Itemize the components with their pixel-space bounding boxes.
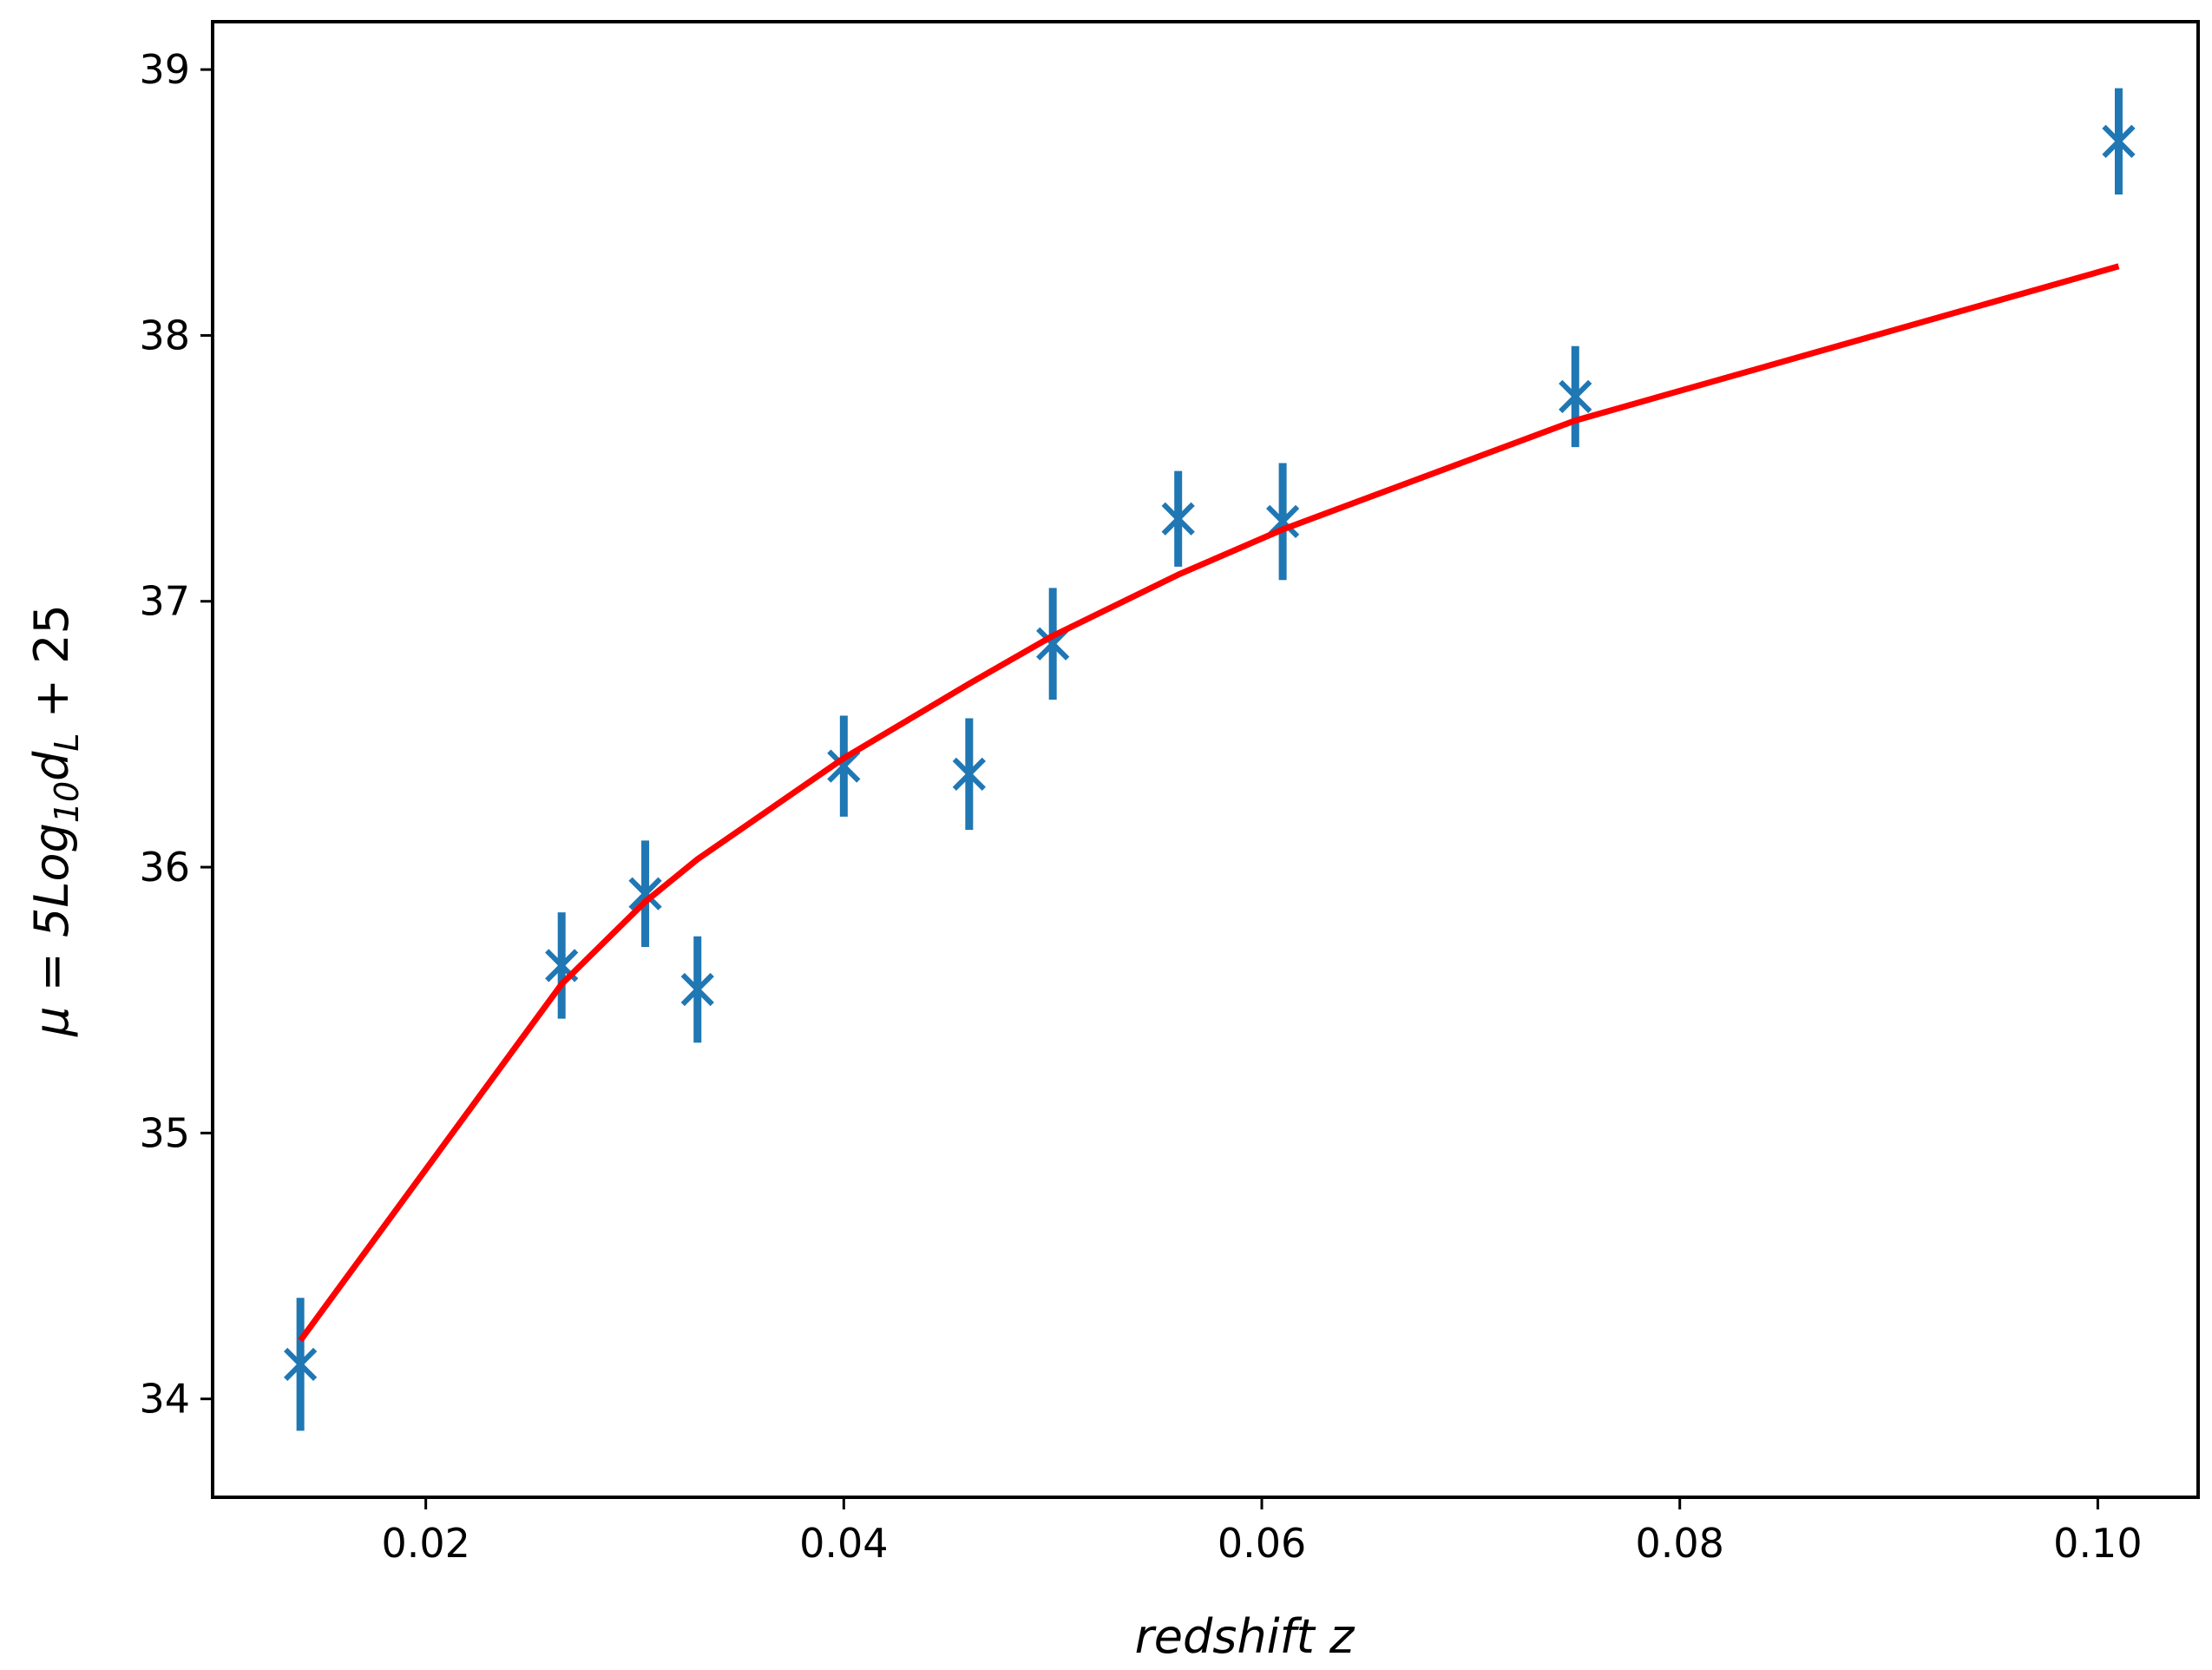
data-point-9 <box>1559 345 1592 448</box>
x-marker-stroke-b <box>680 972 714 1007</box>
x-marker-stroke-b <box>2102 124 2136 158</box>
x-axis-label: redshift z <box>1135 1609 1355 1664</box>
data-point-2 <box>628 840 662 947</box>
x-tick-label: 0.06 <box>1218 1520 1306 1567</box>
x-tick-label: 0.10 <box>2053 1520 2142 1567</box>
x-axis: 0.02 0.04 0.06 0.08 0.10 <box>381 1497 2143 1567</box>
x-tick-label: 0.02 <box>381 1520 469 1567</box>
x-marker-stroke-b <box>545 949 579 983</box>
axes-frame <box>211 20 2200 1499</box>
x-marker-stroke-b <box>1559 379 1592 414</box>
data-point-10 <box>2102 88 2136 195</box>
y-axis-label-mid: d <box>24 751 79 781</box>
y-tick-label: 38 <box>139 312 190 358</box>
y-axis-label-sub1: 10 <box>48 781 86 823</box>
data-point-5 <box>952 718 986 831</box>
y-axis-label: μ = 5Log10dL + 25 <box>24 604 86 1037</box>
x-marker-stroke-b <box>827 749 861 783</box>
fit-line <box>298 263 2120 1343</box>
plot-area <box>284 88 2136 1431</box>
data-point-0 <box>284 1298 318 1431</box>
x-marker-stroke-b <box>284 1347 318 1381</box>
x-marker-stroke-b <box>952 757 986 791</box>
x-marker-stroke-b <box>1161 502 1195 536</box>
y-axis-label-base: μ = 5Log <box>24 823 79 1037</box>
y-tick-label: 39 <box>139 46 190 93</box>
x-marker-stroke-b <box>628 877 662 911</box>
y-axis: 34 35 36 37 38 39 <box>139 46 213 1423</box>
y-axis-label-sub2: L <box>48 733 86 751</box>
y-axis-label-tail: + 25 <box>24 604 79 733</box>
x-tick-label: 0.08 <box>1636 1520 1724 1567</box>
y-tick-label: 34 <box>139 1376 190 1423</box>
data-point-3 <box>680 936 714 1043</box>
y-tick-label: 36 <box>139 844 190 891</box>
y-tick-label: 37 <box>139 578 190 625</box>
axes-border <box>211 20 2200 1499</box>
x-tick-label: 0.04 <box>799 1520 888 1567</box>
y-tick-label: 35 <box>139 1109 190 1156</box>
data-point-4 <box>827 715 861 817</box>
data-point-7 <box>1161 470 1195 567</box>
